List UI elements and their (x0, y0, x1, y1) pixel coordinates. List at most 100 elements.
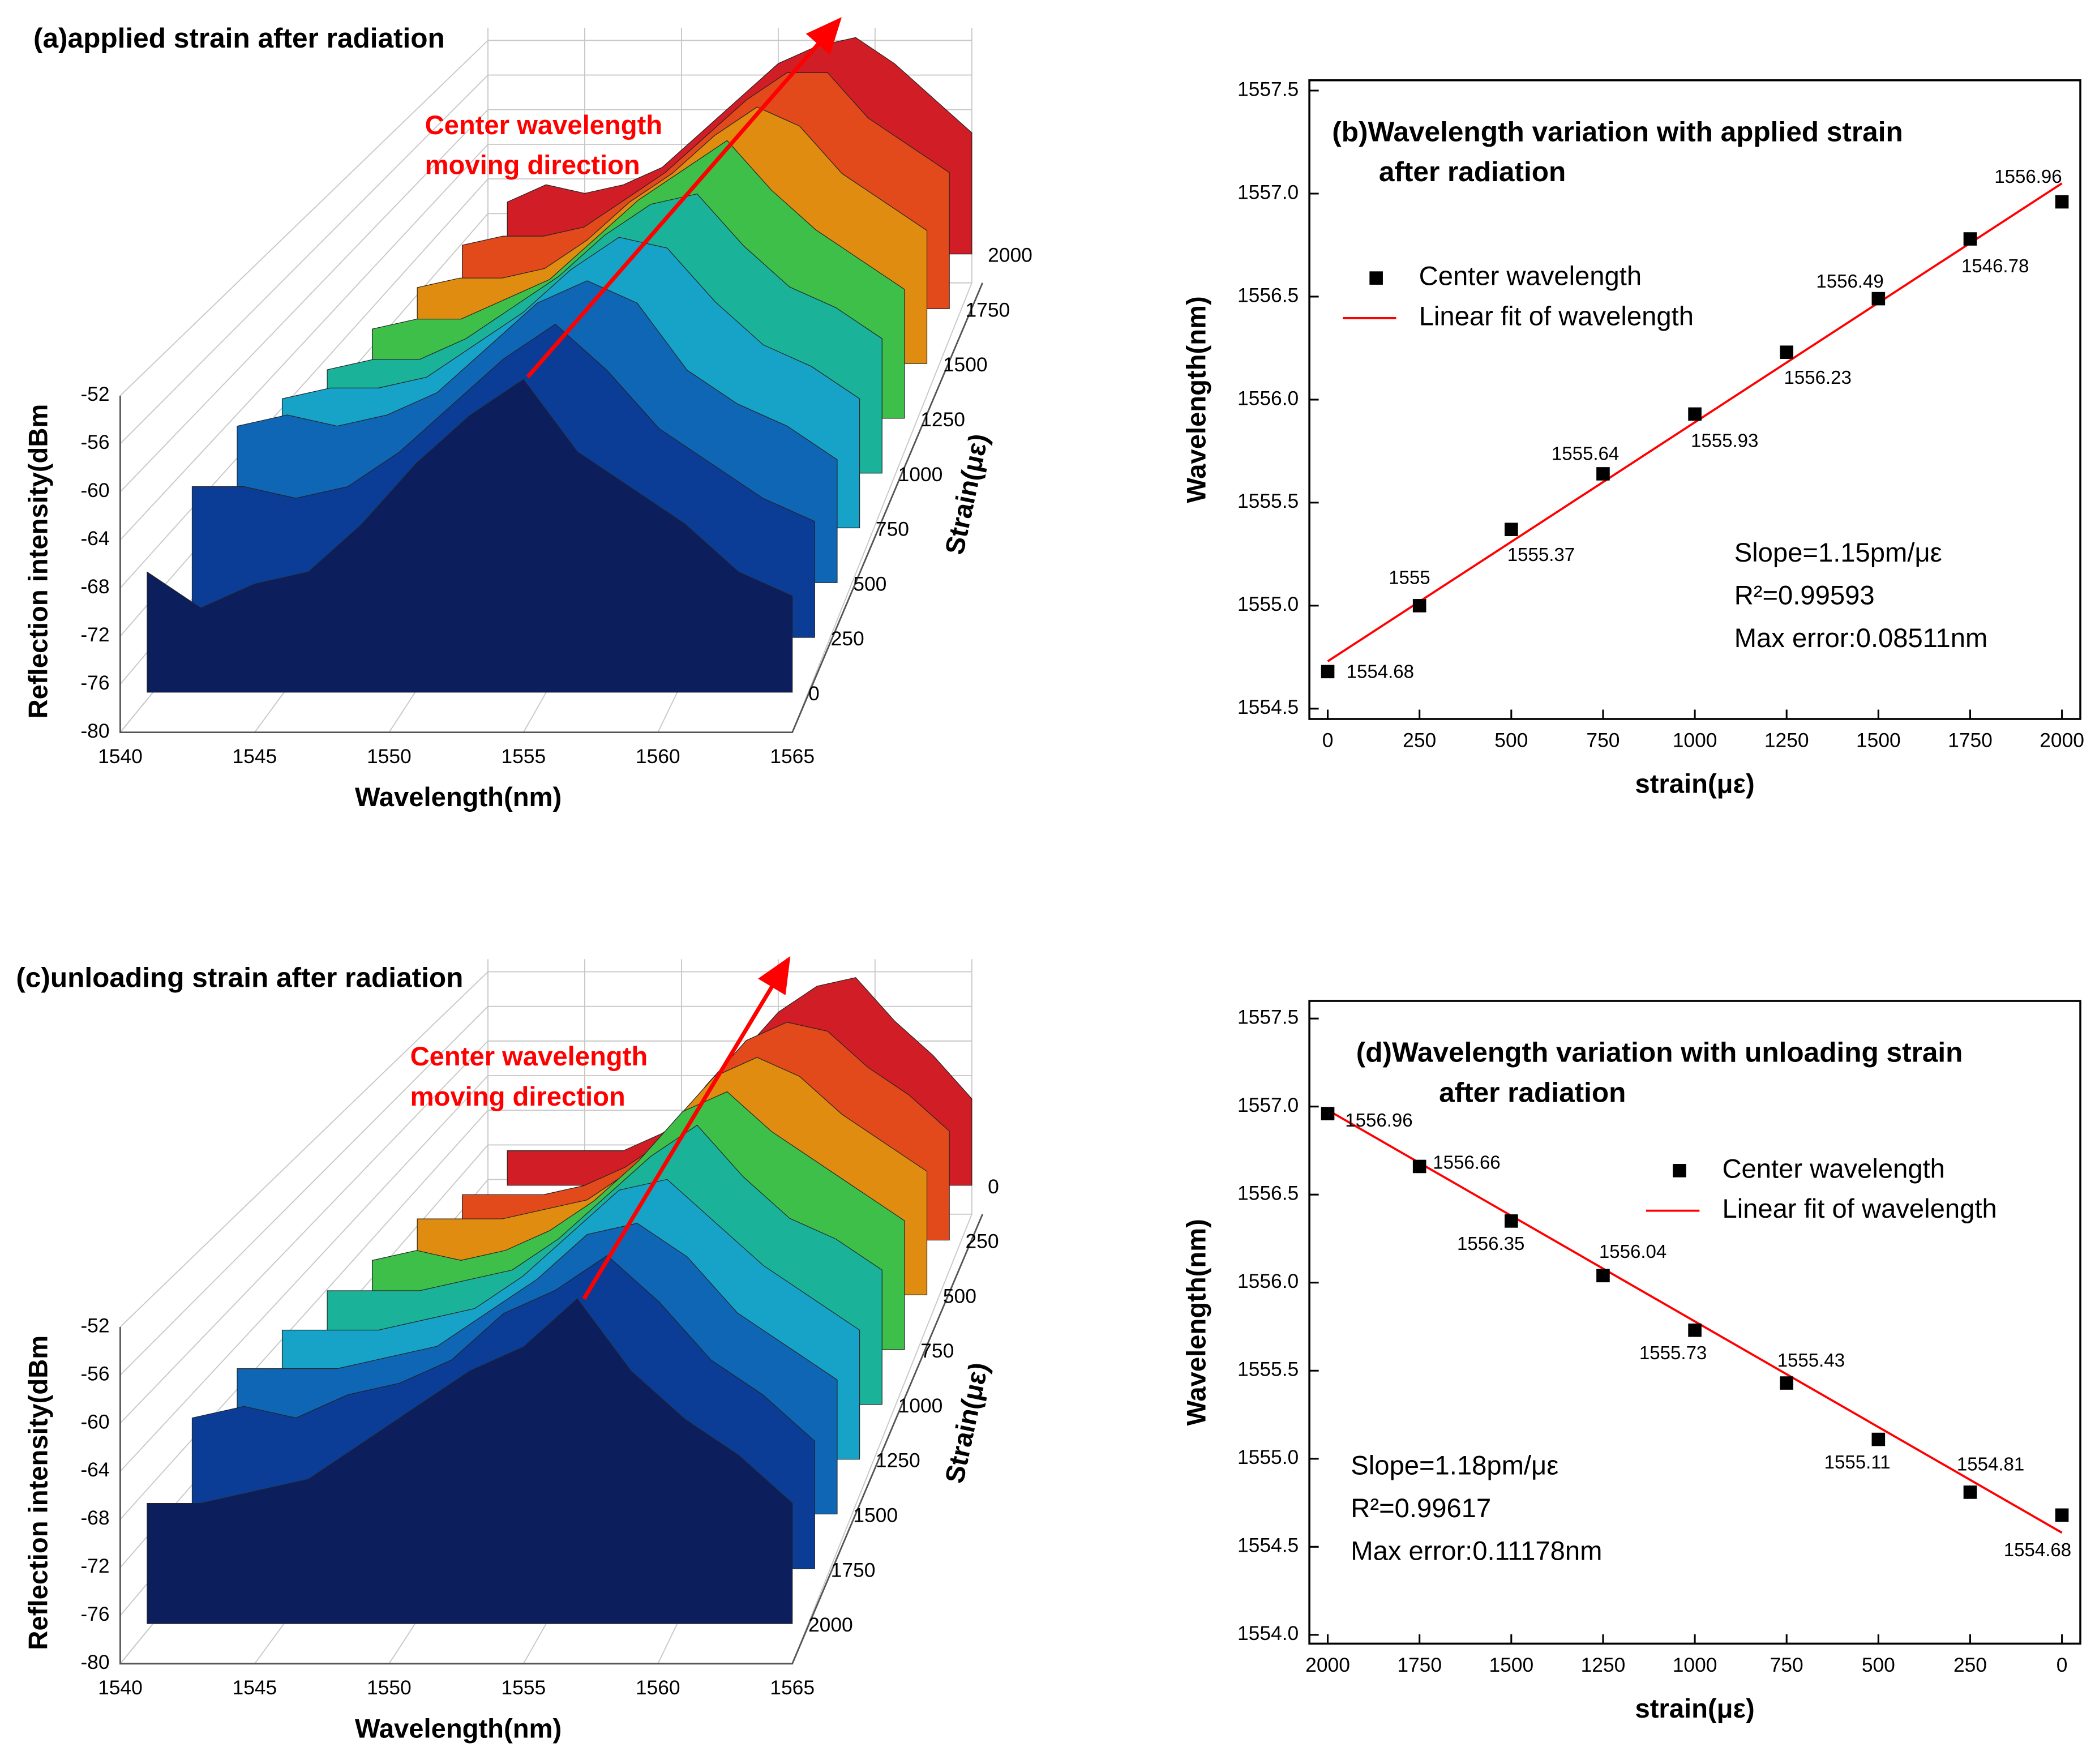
x-tick-label: 0 (2057, 1654, 2068, 1676)
x-tick-label: 0 (1322, 729, 1334, 752)
data-label: 1555.11 (1824, 1452, 1891, 1473)
z-tick-label: 1000 (898, 463, 943, 486)
data-point (1688, 407, 1702, 421)
z-tick-label: 1250 (920, 408, 965, 431)
data-point (2055, 195, 2069, 209)
y-tick-label: -68 (80, 575, 109, 598)
x-tick-label: 1000 (1673, 729, 1717, 752)
data-point (1505, 523, 1518, 537)
z-tick-label: 1000 (898, 1394, 943, 1417)
data-point (1871, 292, 1886, 306)
z-tick-label: 750 (876, 518, 909, 541)
chart-title: after radiation (1439, 1076, 1626, 1108)
legend-marker (1673, 1164, 1686, 1178)
data-point (1412, 1159, 1426, 1174)
data-label: 1555.93 (1691, 431, 1758, 452)
data-point (1780, 345, 1794, 359)
chart-title: after radiation (1379, 156, 1566, 187)
spectrum (147, 379, 793, 693)
fit-line (1327, 1109, 2063, 1534)
y-axis-label: Wavelength(nm) (1182, 296, 1212, 503)
x-tick-label: 1565 (770, 1676, 815, 1699)
stat-text: Max error:0.08511nm (1734, 623, 1988, 653)
x-tick-label: 1560 (636, 745, 680, 768)
grid-line (119, 40, 489, 396)
y-tick-label: -52 (80, 1314, 109, 1337)
grid-line (119, 1075, 489, 1472)
grid-line (791, 282, 972, 733)
grid-line (119, 74, 489, 444)
x-tick-label: 2000 (1305, 1654, 1350, 1676)
x-tick-label: 1545 (233, 1676, 277, 1699)
y-tick-label: 1554.0 (1237, 1622, 1299, 1645)
x-tick-label: 1540 (98, 1676, 143, 1699)
annotation: moving direction (425, 151, 640, 181)
x-tick-label: 500 (1494, 729, 1528, 752)
x-tick-label: 1555 (501, 1676, 546, 1699)
y-tick-label: 1556.5 (1237, 284, 1299, 306)
data-label: 1555.37 (1507, 545, 1575, 566)
y-tick-label: 1554.5 (1237, 696, 1299, 718)
arrow (526, 17, 842, 379)
x-tick-label: 1250 (1764, 729, 1809, 752)
legend-marker (1369, 271, 1383, 285)
z-tick-label: 250 (831, 627, 864, 650)
y-tick-label: 1554.5 (1237, 1534, 1299, 1557)
x-tick-label: 250 (1403, 729, 1436, 752)
y-tick-label: 1557.5 (1237, 78, 1299, 100)
x-tick-label: 1550 (367, 1676, 412, 1699)
y-tick-label: 1556.5 (1237, 1182, 1299, 1205)
data-point (1505, 1214, 1518, 1228)
y-tick-label: -68 (80, 1506, 109, 1529)
data-point (1321, 665, 1335, 679)
z-axis-label: Strain(με) (940, 1360, 995, 1486)
data-label: 1555.73 (1639, 1343, 1707, 1364)
z-tick-label: 1750 (831, 1559, 876, 1581)
data-point (1596, 467, 1610, 481)
y-tick-label: -76 (80, 1603, 109, 1625)
axis (119, 1214, 983, 1665)
z-tick-label: 750 (920, 1339, 954, 1362)
fit-line (1327, 182, 2063, 662)
z-axis-label: Strain(με) (940, 431, 995, 558)
annotation: Center wavelength (410, 1042, 648, 1072)
data-label: 1554.68 (2004, 1540, 2071, 1561)
y-axis-label: Reflection intensity(dBm (23, 404, 53, 719)
y-tick-label: -76 (80, 671, 109, 694)
data-label: 1555.64 (1552, 444, 1619, 465)
data-label: 1556.96 (1994, 166, 2062, 187)
x-tick-label: 1500 (1489, 1654, 1533, 1676)
data-point (1688, 1323, 1702, 1337)
x-tick-label: 500 (1862, 1654, 1895, 1676)
x-axis-label: Wavelength(nm) (355, 1714, 562, 1744)
stat-text: R²=0.99593 (1734, 581, 1875, 611)
chart-title: (a)applied strain after radiation (33, 22, 445, 54)
y-tick-label: -52 (80, 383, 109, 405)
chart-title: (d)Wavelength variation with unloading s… (1356, 1037, 1963, 1068)
y-tick-label: -56 (80, 1362, 109, 1385)
y-axis-label: Reflection intensity(dBm (23, 1335, 53, 1650)
y-tick-label: 1557.0 (1237, 1094, 1299, 1116)
legend-label: Center wavelength (1419, 262, 1642, 292)
data-point (1780, 1376, 1794, 1390)
x-tick-label: 2000 (2040, 729, 2084, 752)
y-tick-label: -72 (80, 1555, 109, 1577)
y-tick-label: -64 (80, 527, 109, 550)
x-tick-label: 1540 (98, 745, 143, 768)
y-tick-label: 1555.5 (1237, 490, 1299, 512)
x-tick-label: 1550 (367, 745, 412, 768)
y-tick-label: -56 (80, 431, 109, 453)
data-label: 1556.04 (1599, 1241, 1666, 1262)
x-tick-label: 250 (1953, 1654, 1987, 1676)
x-axis-label: Wavelength(nm) (355, 782, 562, 812)
grid-line (119, 178, 489, 589)
y-tick-label: -64 (80, 1458, 109, 1481)
data-label: 1554.68 (1347, 661, 1414, 682)
stat-text: Max error:0.11178nm (1351, 1536, 1602, 1566)
grid-line (119, 1041, 489, 1424)
legend-label: Center wavelength (1722, 1154, 1944, 1184)
z-tick-label: 500 (943, 1285, 976, 1307)
data-label: 1556.49 (1816, 271, 1883, 292)
y-tick-label: 1555.0 (1237, 593, 1299, 615)
data-label: 1556.96 (1345, 1110, 1412, 1131)
